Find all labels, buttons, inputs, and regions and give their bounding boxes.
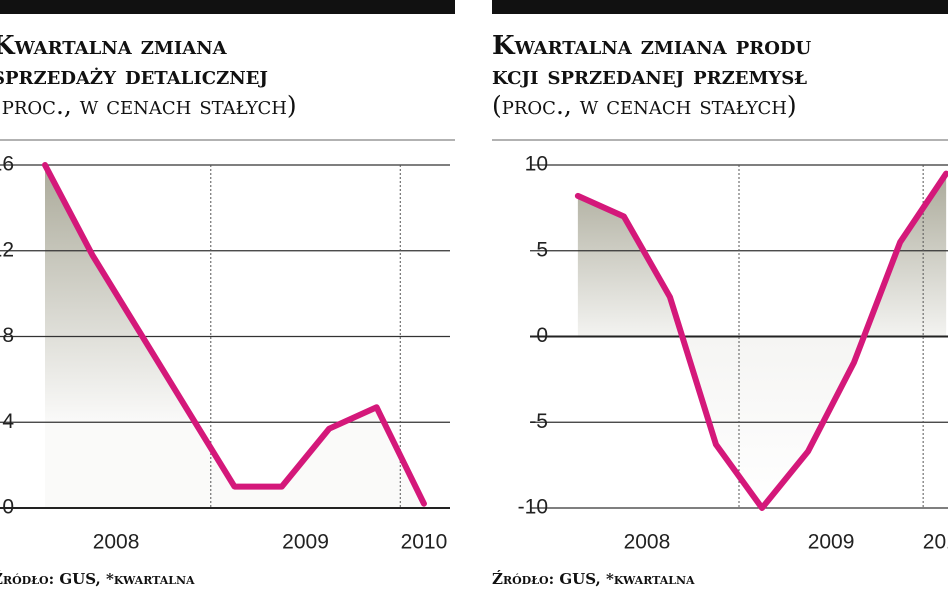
x-tick-label: 2009 — [808, 531, 855, 554]
y-tick-label: 12 — [0, 238, 14, 261]
x-tick-label: 2010 — [923, 531, 948, 554]
x-tick-label: 2008 — [93, 531, 140, 554]
y-tick-label: -10 — [518, 496, 548, 519]
chart-subtitle: (proc., w cenach stałych) — [492, 91, 797, 120]
line — [42, 162, 427, 507]
top-bar — [492, 0, 948, 14]
line — [574, 170, 948, 511]
source: Źródło: GUS, *kwartalna — [0, 570, 195, 588]
y-tick-label: 4 — [2, 410, 14, 433]
y-tick-label: 0 — [536, 324, 548, 347]
source: Źródło: GUS, *kwartalna — [492, 570, 695, 588]
y-tick-label: 8 — [2, 324, 14, 347]
x-tick-label: 2010 — [401, 531, 448, 554]
y-tick-label: -5 — [529, 410, 548, 433]
chart-title: kcji sprzedanej przemysł — [492, 61, 807, 91]
y-tick-label: 10 — [525, 153, 548, 176]
chart-title: Kwartalna zmiana produ — [492, 31, 811, 61]
y-tick-label: 5 — [536, 238, 548, 261]
chart-title: sprzedaży detalicznej — [0, 61, 268, 91]
top-bar — [0, 0, 455, 14]
x-tick-label: 2008 — [624, 531, 671, 554]
chart-subtitle: (proc., w cenach stałych) — [0, 91, 297, 120]
area — [577, 173, 947, 508]
x-tick-label: 2009 — [282, 531, 329, 554]
y-tick-label: 0 — [2, 496, 14, 519]
chart-title: Kwartalna zmiana — [0, 31, 228, 61]
y-tick-label: 16 — [0, 153, 14, 176]
